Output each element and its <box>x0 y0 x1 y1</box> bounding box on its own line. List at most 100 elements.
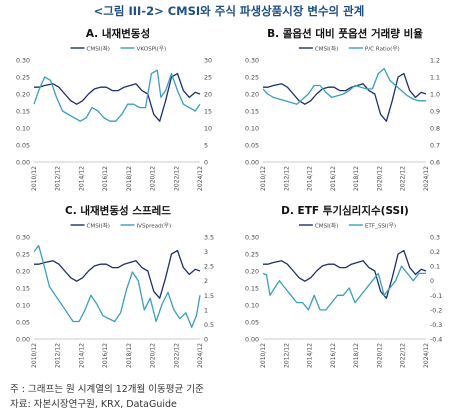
legend-label-cmsi: CMSI(좌) <box>315 45 338 53</box>
x-tick-label: 2018/12 <box>353 343 360 368</box>
legend-label-other: ETF_SSI(우) <box>365 223 396 230</box>
y-tick-left: 0.25 <box>245 252 259 259</box>
y-tick-right: 25 <box>204 75 212 82</box>
y-tick-left: 0.05 <box>16 320 30 327</box>
y-tick-left: 0.10 <box>245 126 259 133</box>
figure-title: <그림 III-2> CMSI와 주식 파생상품시장 변수의 관계 <box>94 4 365 18</box>
y-tick-right: 3.5 <box>204 235 214 242</box>
y-tick-right: 1.0 <box>430 92 440 99</box>
y-tick-left: 0.10 <box>245 303 259 310</box>
y-tick-left: 0.00 <box>245 160 259 167</box>
y-tick-right: -0.1 <box>430 293 442 300</box>
legend-label-cmsi: CMSI(좌) <box>87 45 110 53</box>
x-tick-label: 2010/12 <box>31 343 38 368</box>
x-tick-label: 2022/12 <box>400 166 407 191</box>
y-tick-right: 3 <box>204 249 208 256</box>
x-tick-label: 2024/12 <box>197 166 204 191</box>
y-tick-right: 1.2 <box>430 58 440 65</box>
x-tick-label: 2020/12 <box>376 166 383 191</box>
series-line-cmsi <box>34 72 201 122</box>
y-tick-right: 10 <box>204 126 212 133</box>
series-line-cmsi <box>263 72 427 122</box>
chart-panel-2: B. 콜옵션 대비 풋옵션 거래량 비율 CMSI(좌) P/C Ratio(우) 0… <box>245 27 440 191</box>
y-tick-right: 20 <box>204 92 212 99</box>
x-tick-label: 2024/12 <box>423 166 430 191</box>
y-tick-left: 0.00 <box>16 337 30 344</box>
y-tick-right: 0.8 <box>430 126 440 133</box>
x-tick-label: 2010/12 <box>260 343 267 368</box>
y-tick-left: 0.25 <box>16 252 30 259</box>
y-tick-right: -0.2 <box>430 307 442 314</box>
y-tick-right: -0.4 <box>430 337 442 344</box>
y-tick-right: 1 <box>204 307 208 314</box>
x-tick-label: 2012/12 <box>283 166 290 191</box>
y-tick-right: 1.5 <box>204 293 214 300</box>
legend-label-other: P/C Ratio(우) <box>365 46 400 53</box>
y-tick-left: 0.30 <box>16 235 30 242</box>
y-tick-left: 0.30 <box>245 58 259 65</box>
y-tick-left: 0.00 <box>16 160 30 167</box>
y-tick-right: 0.5 <box>204 322 214 329</box>
x-tick-label: 2014/12 <box>307 166 314 191</box>
x-tick-label: 2020/12 <box>376 343 383 368</box>
legend-label-cmsi: CMSI(좌) <box>315 222 338 230</box>
legend-label-other: VKOSPI(우) <box>137 46 167 53</box>
y-tick-right: 5 <box>204 143 208 150</box>
x-tick-label: 2014/12 <box>307 343 314 368</box>
y-tick-left: 0.25 <box>245 75 259 82</box>
x-tick-label: 2018/12 <box>126 166 133 191</box>
y-tick-left: 0.00 <box>245 337 259 344</box>
y-tick-right: 0.3 <box>430 235 440 242</box>
legend-label-other: IVSpread(우) <box>137 223 172 230</box>
x-tick-label: 2024/12 <box>197 343 204 368</box>
y-tick-right: 0 <box>204 337 208 344</box>
x-tick-label: 2016/12 <box>102 343 109 368</box>
x-tick-label: 2012/12 <box>55 166 62 191</box>
y-tick-right: 0.7 <box>430 143 440 150</box>
chart-panel-1: A. 내재변동성 CMSI(좌) VKOSPI(우) 0.00 0.05 0.10 0.15… <box>16 27 212 191</box>
x-tick-label: 2014/12 <box>78 166 85 191</box>
y-tick-left: 0.20 <box>16 269 30 276</box>
chart-title: A. 내재변동성 <box>86 27 150 40</box>
x-tick-label: 2010/12 <box>31 166 38 191</box>
y-tick-right: 0.6 <box>430 160 440 167</box>
x-tick-label: 2024/12 <box>423 343 430 368</box>
y-tick-left: 0.10 <box>16 126 30 133</box>
x-tick-label: 2020/12 <box>150 343 157 368</box>
y-tick-right: 0 <box>204 160 208 167</box>
chart-panel-3: C. 내재변동성 스프레드 CMSI(좌) IVSpread(우) 0.00 0.05 0… <box>16 204 214 368</box>
series-line-cmsi <box>34 249 201 299</box>
x-tick-label: 2016/12 <box>102 166 109 191</box>
x-tick-label: 2018/12 <box>353 166 360 191</box>
y-tick-right: 0 <box>430 278 434 285</box>
chart-panel-4: D. ETF 투기심리지수(SSI) CMSI(좌) ETF_SSI(우) 0.00 0… <box>245 204 442 368</box>
x-tick-label: 2014/12 <box>78 343 85 368</box>
y-tick-left: 0.10 <box>16 303 30 310</box>
y-tick-left: 0.15 <box>245 109 259 116</box>
series-line-other <box>33 69 201 122</box>
series-line-other <box>262 265 426 311</box>
y-tick-right: 2 <box>204 278 208 285</box>
footnote: 주 : 그래프는 원 시계열의 12개월 이동평균 기준 <box>10 384 204 395</box>
x-tick-label: 2018/12 <box>126 343 133 368</box>
y-tick-left: 0.05 <box>16 143 30 150</box>
source-note: 자료: 자본시장연구원, KRX, DataGuide <box>10 399 177 410</box>
y-tick-left: 0.25 <box>16 75 30 82</box>
y-tick-right: 15 <box>204 109 212 116</box>
x-tick-label: 2010/12 <box>260 166 267 191</box>
x-tick-label: 2020/12 <box>150 166 157 191</box>
x-tick-label: 2012/12 <box>55 343 62 368</box>
chart-title: D. ETF 투기심리지수(SSI) <box>281 204 409 217</box>
x-tick-label: 2022/12 <box>173 166 180 191</box>
y-tick-left: 0.15 <box>245 286 259 293</box>
y-tick-right: -0.3 <box>430 322 442 329</box>
series-line-cmsi <box>263 249 427 299</box>
y-tick-right: 2.5 <box>204 264 214 271</box>
x-tick-label: 2016/12 <box>330 166 337 191</box>
y-tick-left: 0.05 <box>245 143 259 150</box>
y-tick-right: 0.2 <box>430 249 440 256</box>
y-tick-left: 0.30 <box>16 58 30 65</box>
y-tick-right: 0.9 <box>430 109 440 116</box>
y-tick-left: 0.30 <box>245 235 259 242</box>
